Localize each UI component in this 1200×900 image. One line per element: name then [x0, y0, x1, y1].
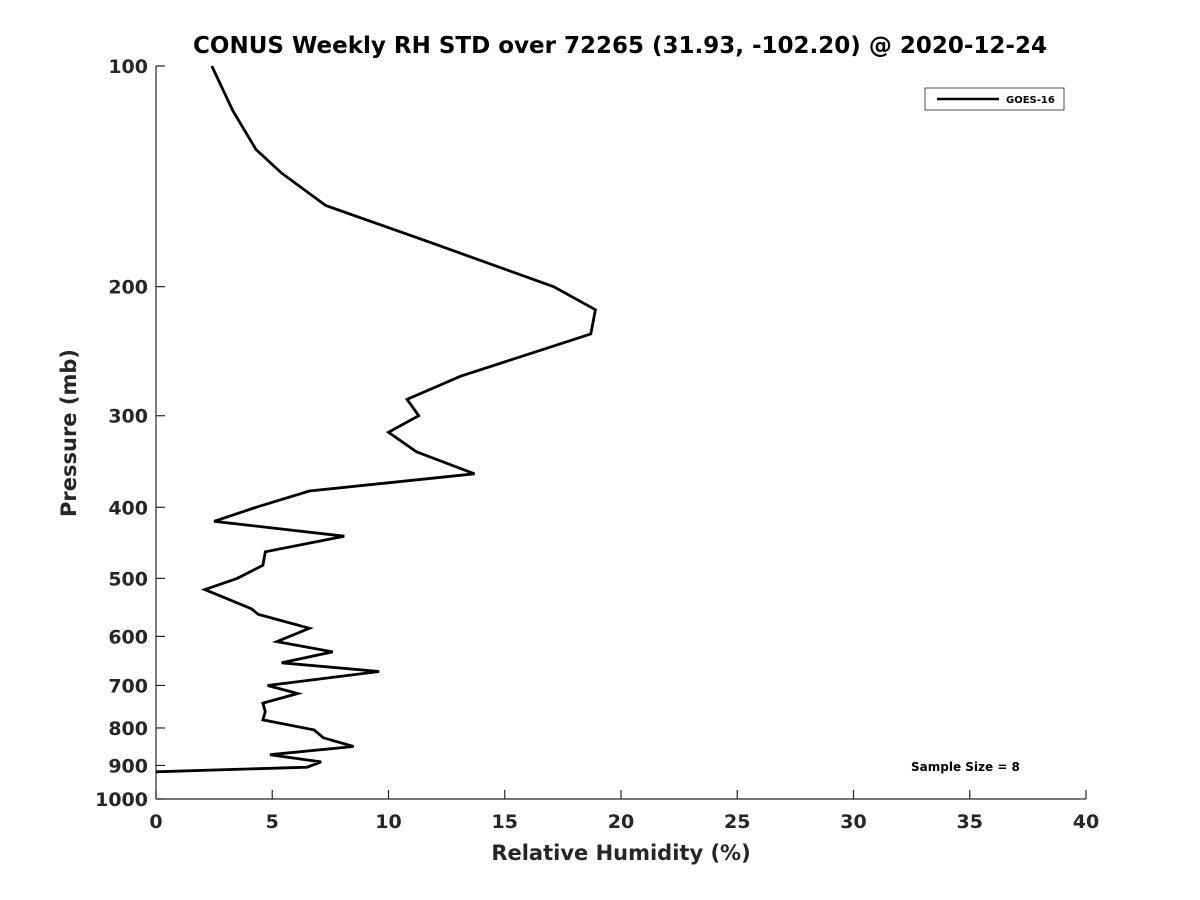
y-axis-label: Pressure (mb)	[57, 349, 81, 517]
x-tick-label: 25	[724, 811, 750, 833]
y-tick-label: 200	[108, 277, 148, 299]
y-tick-label: 300	[108, 406, 148, 428]
y-axis-ticks: 100 200 300 400 500 600 700 800 900 1000	[95, 56, 165, 811]
x-axis-label: Relative Humidity (%)	[491, 841, 750, 865]
legend-label-goes-16: GOES-16	[1006, 95, 1055, 106]
x-tick-label: 20	[608, 811, 634, 833]
y-tick-label: 100	[108, 56, 148, 78]
y-tick-label: 600	[108, 626, 148, 648]
y-tick-label: 500	[108, 568, 148, 590]
x-tick-label: 30	[840, 811, 866, 833]
series-line-goes-16	[155, 65, 597, 774]
chart-title: CONUS Weekly RH STD over 72265 (31.93, -…	[193, 33, 1047, 59]
y-tick-label: 700	[108, 675, 148, 697]
y-tick-label: 800	[108, 718, 148, 740]
y-tick-label: 1000	[95, 789, 148, 811]
x-tick-label: 5	[266, 811, 279, 833]
x-axis-ticks: 0 5 10 15 20 25 30 35 40	[149, 790, 1099, 833]
y-tick-label: 900	[108, 755, 148, 777]
legend: GOES-16	[924, 87, 1065, 111]
x-tick-label: 10	[375, 811, 401, 833]
x-tick-label: 35	[957, 811, 983, 833]
x-tick-label: 15	[492, 811, 518, 833]
sample-size-annotation: Sample Size = 8	[911, 760, 1020, 774]
series-layer	[155, 65, 597, 774]
x-tick-label: 0	[149, 811, 162, 833]
y-tick-label: 400	[108, 497, 148, 519]
x-tick-label: 40	[1073, 811, 1099, 833]
plot-area	[156, 66, 1086, 799]
